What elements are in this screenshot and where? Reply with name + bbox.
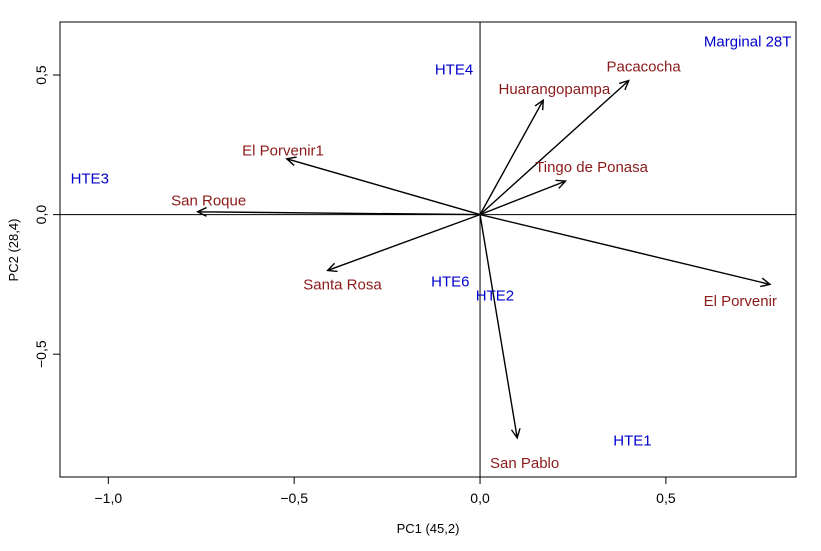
variable-label-el-porvenir1: El Porvenir1 xyxy=(242,142,324,159)
arrow-el-porvenir xyxy=(479,213,772,288)
variable-label-el-porvenir: El Porvenir xyxy=(704,293,777,310)
y-tick-label: −0,5 xyxy=(33,340,49,368)
variable-label-san-pablo: San Pablo xyxy=(490,455,559,472)
x-tick-label: −1,0 xyxy=(95,490,123,506)
y-tick-label: 0,0 xyxy=(33,205,49,225)
arrow-san-roque xyxy=(195,206,481,217)
variable-labels: Pacacocha Huarangopampa Tingo de Ponasa El … xyxy=(171,59,777,472)
arrow-pacacocha xyxy=(479,79,630,216)
arrow-el-porvenir1 xyxy=(285,156,481,216)
arrow-huarangopampa xyxy=(479,98,545,215)
observation-label-hte2: HTE2 xyxy=(476,288,514,305)
variable-label-tingo-de-ponasa: Tingo de Ponasa xyxy=(535,159,649,176)
observation-label-hte4: HTE4 xyxy=(435,61,473,78)
y-tick-label: 0,5 xyxy=(33,65,49,85)
observation-labels: Marginal 28T HTE4 HTE3 HTE6 HTE2 HTE1 xyxy=(71,34,792,450)
arrow-tingo-de-ponasa xyxy=(479,179,568,216)
observation-label-hte3: HTE3 xyxy=(71,170,109,187)
observation-label-hte6: HTE6 xyxy=(431,274,469,291)
y-axis: −0,5 0,0 0,5 xyxy=(33,65,60,368)
variable-label-santa-rosa: Santa Rosa xyxy=(303,276,382,293)
y-axis-title: PC2 (28,4) xyxy=(6,219,21,282)
observation-label-hte1: HTE1 xyxy=(613,433,651,450)
arrow-san-pablo xyxy=(479,214,521,440)
variable-arrows xyxy=(195,79,772,440)
x-axis: −1,0 −0,5 0,0 0,5 xyxy=(95,477,676,506)
arrow-santa-rosa xyxy=(326,213,481,273)
x-axis-title: PC1 (45,2) xyxy=(397,521,460,536)
variable-label-san-roque: San Roque xyxy=(171,193,246,210)
observation-label-marginal-28t: Marginal 28T xyxy=(704,34,792,51)
variable-label-pacacocha: Pacacocha xyxy=(606,59,681,76)
plot-frame xyxy=(59,21,797,478)
x-tick-label: 0,0 xyxy=(470,490,490,506)
x-tick-label: −0,5 xyxy=(280,490,308,506)
reference-lines xyxy=(60,22,796,477)
x-tick-label: 0,5 xyxy=(656,490,676,506)
variable-label-huarangopampa: Huarangopampa xyxy=(499,81,611,98)
